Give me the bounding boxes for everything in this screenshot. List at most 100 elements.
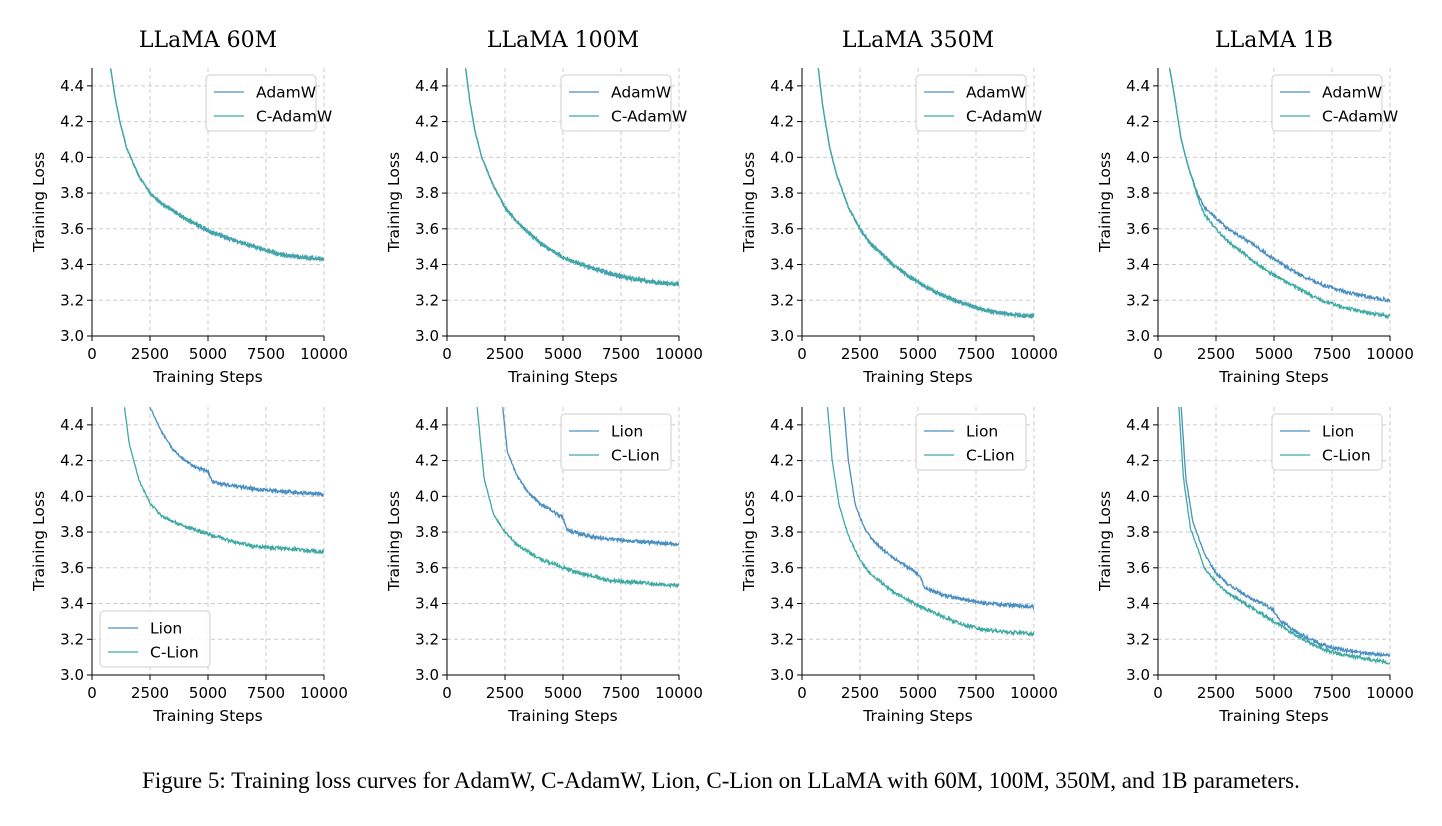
y-tick-label: 3.0 [60, 666, 84, 684]
figure-grid: LLaMA 60M 3.0 3.2 3.4 3.6 3.8 4.0 4.2 4.4 0 2500 50… [30, 28, 1414, 725]
y-tick-label: 4.0 [60, 487, 84, 505]
legend-entry-label: AdamW [256, 84, 316, 102]
y-tick-label: 3.2 [770, 291, 794, 309]
legend-entry-label: Lion [150, 620, 182, 638]
x-tick-label: 5000 [544, 684, 582, 702]
x-tick-label: 0 [1153, 345, 1163, 363]
x-axis-label: Training Steps [152, 368, 262, 386]
legend-frame [1271, 74, 1383, 132]
y-tick-label: 3.6 [60, 559, 84, 577]
chart-title: LLaMA 100M [487, 28, 639, 53]
y-tick-label: 3.4 [415, 595, 439, 613]
x-tick-label: 0 [87, 345, 97, 363]
y-tick-label: 4.2 [1126, 452, 1150, 470]
legend-frame [915, 413, 1027, 471]
legend-entry-label: AdamW [611, 84, 671, 102]
legend-entry-label: C-AdamW [256, 108, 332, 126]
y-axis-label: Training Loss [385, 491, 403, 592]
series-line-lion [1180, 407, 1390, 658]
y-tick-label: 3.0 [770, 327, 794, 345]
legend-entry-label: AdamW [966, 84, 1026, 102]
y-tick-label: 3.6 [1126, 220, 1150, 238]
y-tick-label: 4.2 [415, 452, 439, 470]
series-line-c-lion [1178, 407, 1390, 665]
y-tick-label: 3.8 [415, 184, 439, 202]
panel-1-4: LLaMA 1B 3.0 3.2 3.4 3.6 3.8 4.0 4.2 4.4 0 2500 500… [1096, 28, 1414, 386]
x-tick-label: 2500 [841, 345, 879, 363]
x-tick-label: 5000 [1255, 345, 1293, 363]
y-tick-label: 4.0 [770, 487, 794, 505]
y-tick-label: 3.8 [770, 184, 794, 202]
y-tick-label: 3.6 [415, 220, 439, 238]
y-tick-label: 3.0 [1126, 327, 1150, 345]
legend: Lion C-Lion [99, 610, 211, 668]
y-tick-label: 3.2 [1126, 291, 1150, 309]
y-tick-label: 4.2 [770, 113, 794, 131]
y-axis-label: Training Loss [740, 152, 758, 253]
legend-entry-label: C-AdamW [611, 108, 687, 126]
y-tick-label: 4.0 [415, 487, 439, 505]
x-tick-label: 2500 [486, 345, 524, 363]
y-axis-label: Training Loss [30, 491, 48, 592]
x-tick-label: 7500 [1313, 345, 1351, 363]
y-tick-label: 3.4 [60, 256, 84, 274]
x-tick-label: 7500 [247, 345, 285, 363]
x-tick-label: 2500 [841, 684, 879, 702]
legend: AdamW C-AdamW [560, 74, 687, 132]
x-tick-label: 5000 [899, 684, 937, 702]
x-tick-label: 0 [797, 684, 807, 702]
x-tick-label: 10000 [655, 345, 703, 363]
legend-entry-label: Lion [966, 423, 998, 441]
x-tick-label: 7500 [957, 684, 995, 702]
x-tick-label: 10000 [1010, 345, 1058, 363]
y-tick-label: 3.2 [1126, 630, 1150, 648]
y-tick-label: 4.2 [60, 113, 84, 131]
legend: Lion C-Lion [915, 413, 1027, 471]
y-tick-label: 4.4 [1126, 416, 1150, 434]
x-tick-label: 5000 [1255, 684, 1293, 702]
chart-title: LLaMA 60M [139, 28, 277, 53]
y-tick-label: 3.8 [415, 523, 439, 541]
legend: AdamW C-AdamW [1271, 74, 1398, 132]
legend: AdamW C-AdamW [205, 74, 332, 132]
y-tick-label: 3.4 [1126, 256, 1150, 274]
y-tick-label: 3.0 [60, 327, 84, 345]
panel-2-2: 3.0 3.2 3.4 3.6 3.8 4.0 4.2 4.4 0 2500 5000 7500 100… [385, 407, 703, 725]
y-tick-label: 3.6 [770, 559, 794, 577]
x-tick-label: 0 [1153, 684, 1163, 702]
y-tick-label: 4.0 [770, 148, 794, 166]
panel-1-3: LLaMA 350M 3.0 3.2 3.4 3.6 3.8 4.0 4.2 4.4 0 2500 5… [740, 28, 1058, 386]
y-tick-label: 3.0 [415, 327, 439, 345]
y-tick-label: 4.0 [1126, 148, 1150, 166]
y-tick-label: 3.4 [770, 595, 794, 613]
x-axis-label: Training Steps [1218, 368, 1328, 386]
legend-entry-label: C-AdamW [1322, 108, 1398, 126]
y-tick-label: 3.4 [60, 595, 84, 613]
y-tick-label: 4.4 [415, 416, 439, 434]
x-tick-label: 0 [797, 345, 807, 363]
x-tick-label: 0 [442, 684, 452, 702]
series-line-lion [502, 407, 679, 547]
series-line-c-adamw [1168, 68, 1390, 320]
panel-2-4: 3.0 3.2 3.4 3.6 3.8 4.0 4.2 4.4 0 2500 5000 7500 100… [1096, 407, 1414, 725]
x-tick-label: 5000 [189, 684, 227, 702]
y-tick-label: 4.4 [60, 77, 84, 95]
y-tick-label: 4.2 [770, 452, 794, 470]
y-tick-label: 3.4 [415, 256, 439, 274]
y-tick-label: 3.2 [415, 291, 439, 309]
x-tick-label: 7500 [247, 684, 285, 702]
y-tick-label: 3.8 [1126, 523, 1150, 541]
x-tick-label: 0 [442, 345, 452, 363]
y-tick-label: 4.4 [1126, 77, 1150, 95]
y-tick-label: 3.2 [60, 291, 84, 309]
series-line-adamw [1168, 68, 1390, 303]
x-tick-label: 2500 [1197, 345, 1235, 363]
panel-2-1: 3.0 3.2 3.4 3.6 3.8 4.0 4.2 4.4 0 2500 5000 7500 100… [30, 407, 348, 725]
x-tick-label: 7500 [602, 345, 640, 363]
x-axis-label: Training Steps [862, 368, 972, 386]
y-tick-label: 4.0 [415, 148, 439, 166]
x-axis-label: Training Steps [507, 368, 617, 386]
x-axis-label: Training Steps [1218, 707, 1328, 725]
legend-entry-label: C-Lion [1322, 447, 1371, 465]
series-line-c-lion [826, 407, 1034, 638]
